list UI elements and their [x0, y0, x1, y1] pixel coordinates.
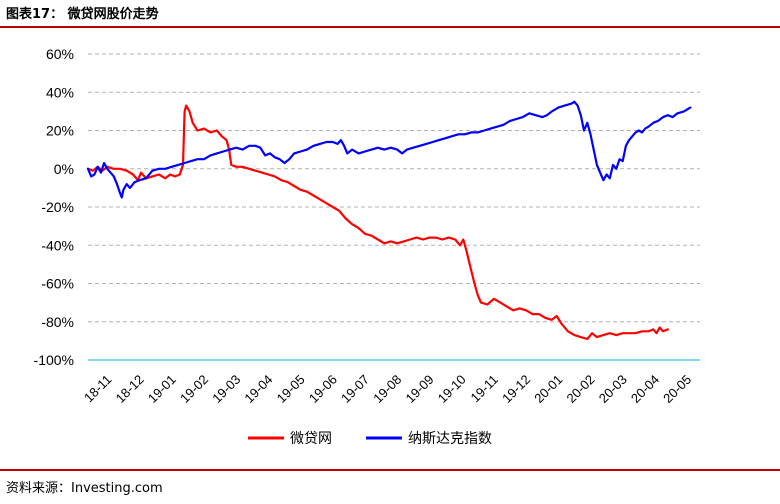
y-tick-label: 0%	[54, 161, 74, 177]
y-tick-label: -60%	[41, 276, 74, 292]
top-rule	[0, 26, 780, 28]
x-tick-label: 19-05	[274, 372, 308, 406]
grid-lines	[88, 53, 700, 361]
y-tick-label: -20%	[41, 199, 74, 215]
x-tick-label: 18-11	[81, 372, 114, 405]
series-line-nasdaq	[86, 100, 692, 199]
source-note: 资料来源：Investing.com	[6, 481, 163, 496]
x-tick-label: 19-03	[209, 372, 243, 406]
legend-label: 纳斯达克指数	[408, 431, 492, 447]
figure-title: 图表17： 微贷网股价走势	[6, 7, 159, 22]
legend: 微贷网 纳斯达克指数	[248, 431, 492, 447]
x-tick-label: 19-01	[145, 372, 179, 406]
y-axis-ticks: 60% 40% 20% 0% -20% -40% -60% -80% -100%	[34, 46, 74, 368]
x-tick-label: 19-02	[177, 372, 211, 406]
x-tick-label: 19-04	[241, 372, 275, 406]
x-tick-label: 20-02	[564, 372, 598, 406]
x-tick-label: 19-07	[338, 372, 372, 406]
x-axis-ticks: 18-1118-1219-0119-0219-0319-0419-0519-06…	[81, 372, 694, 406]
y-tick-label: 20%	[46, 123, 74, 139]
y-tick-label: 60%	[46, 46, 74, 62]
x-tick-label: 18-12	[113, 372, 147, 406]
x-tick-label: 19-12	[499, 372, 533, 406]
legend-label: 微贷网	[290, 431, 332, 447]
bottom-rule	[0, 469, 780, 471]
x-tick-label: 19-06	[306, 372, 340, 406]
x-tick-label: 20-04	[628, 372, 662, 406]
x-tick-label: 19-08	[370, 372, 404, 406]
x-tick-label: 19-10	[435, 372, 469, 406]
series-line-weidai	[86, 104, 669, 341]
y-tick-label: 40%	[46, 84, 74, 100]
y-tick-label: -40%	[41, 237, 74, 253]
y-tick-label: -80%	[41, 314, 74, 330]
x-tick-label: 20-01	[531, 372, 565, 406]
x-tick-label: 19-11	[468, 372, 501, 405]
x-tick-label: 20-03	[596, 372, 630, 406]
x-tick-label: 19-09	[402, 372, 436, 406]
y-tick-label: -100%	[34, 352, 74, 368]
series-lines	[86, 100, 692, 341]
x-tick-label: 20-05	[660, 372, 694, 406]
